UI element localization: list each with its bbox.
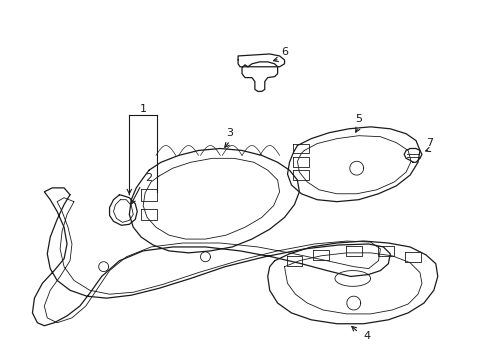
Text: 3: 3 xyxy=(226,128,233,138)
Text: 5: 5 xyxy=(354,114,362,124)
Text: 7: 7 xyxy=(426,138,432,148)
Text: 1: 1 xyxy=(140,104,146,114)
Text: 6: 6 xyxy=(281,47,287,57)
Text: 4: 4 xyxy=(362,330,369,341)
Text: 2: 2 xyxy=(145,173,152,183)
